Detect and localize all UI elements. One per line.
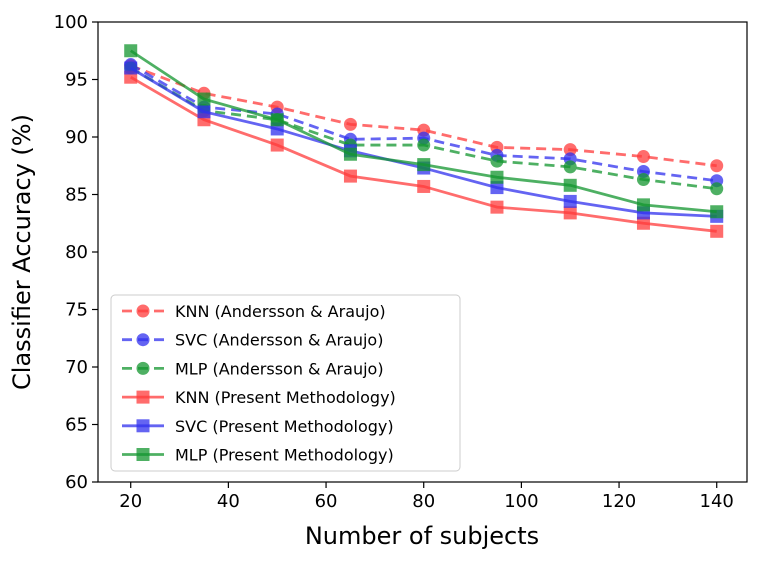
- data-point: [197, 92, 211, 106]
- data-point: [343, 117, 357, 131]
- legend-label: SVC (Present Methodology): [175, 417, 394, 436]
- data-point: [563, 178, 577, 192]
- legend-item: SVC (Andersson & Araujo): [122, 331, 383, 350]
- axis-ticks: 20 40 60 80 100 120 140 60 65 70 75 80 85 90 95 100: [54, 12, 734, 512]
- x-tick-label: 120: [602, 491, 636, 512]
- data-point: [563, 194, 577, 208]
- legend-item: KNN (Andersson & Araujo): [122, 302, 386, 321]
- legend-marker: [136, 304, 150, 318]
- legend-marker: [136, 333, 150, 347]
- data-point: [343, 147, 357, 161]
- series-line: [130, 75, 717, 233]
- legend-marker: [136, 448, 150, 461]
- y-tick-label: 60: [65, 472, 88, 493]
- data-point: [710, 182, 724, 196]
- data-point: [417, 179, 431, 193]
- x-axis-label: Number of subjects: [305, 522, 539, 550]
- x-tick-label: 80: [412, 491, 435, 512]
- legend-label: KNN (Present Methodology): [175, 388, 396, 407]
- data-point: [343, 169, 357, 183]
- x-tick-label: 20: [119, 491, 142, 512]
- data-point: [270, 113, 284, 127]
- data-point: [563, 206, 577, 220]
- series-6: [124, 44, 724, 219]
- x-tick-label: 140: [700, 491, 734, 512]
- data-point: [710, 205, 724, 219]
- x-tick-label: 100: [504, 491, 538, 512]
- data-point: [124, 44, 138, 58]
- data-point: [490, 200, 504, 214]
- legend-label: MLP (Present Methodology): [175, 446, 394, 465]
- y-tick-label: 65: [65, 415, 88, 436]
- series-1: [124, 59, 724, 173]
- data-point: [197, 105, 211, 119]
- legend-marker: [136, 419, 150, 433]
- legend-box: [110, 294, 461, 472]
- data-point: [636, 198, 650, 212]
- data-point: [490, 154, 504, 168]
- plot-marks: [124, 44, 724, 238]
- y-tick-label: 80: [65, 242, 88, 263]
- data-point: [636, 216, 650, 230]
- legend-label: SVC (Andersson & Araujo): [175, 331, 383, 350]
- data-point: [636, 173, 650, 187]
- legend-marker: [136, 390, 150, 404]
- y-tick-label: 95: [65, 70, 88, 91]
- y-tick-label: 70: [65, 357, 88, 378]
- legend-label: KNN (Andersson & Araujo): [175, 302, 386, 321]
- data-point: [710, 224, 724, 238]
- legend-item: MLP (Andersson & Araujo): [122, 359, 384, 378]
- x-tick-label: 60: [315, 491, 338, 512]
- data-point: [563, 143, 577, 157]
- y-tick-label: 75: [65, 300, 88, 321]
- data-point: [490, 181, 504, 195]
- legend-item: KNN (Present Methodology): [122, 388, 396, 407]
- legend: KNN (Andersson & Araujo) SVC (Andersson &…: [110, 294, 461, 472]
- data-point: [563, 160, 577, 174]
- data-point: [417, 158, 431, 172]
- legend-marker: [136, 361, 150, 375]
- series-line: [130, 64, 717, 168]
- legend-label: MLP (Andersson & Araujo): [175, 359, 384, 378]
- y-axis-label: Classifier Accuracy (%): [8, 114, 36, 390]
- legend-item: MLP (Present Methodology): [122, 446, 394, 465]
- y-tick-label: 100: [54, 12, 88, 33]
- data-point: [636, 150, 650, 164]
- data-point: [417, 138, 431, 152]
- x-tick-label: 40: [217, 491, 240, 512]
- legend-item: SVC (Present Methodology): [122, 417, 394, 436]
- data-point: [710, 159, 724, 173]
- y-tick-label: 90: [65, 127, 88, 148]
- data-point: [124, 61, 138, 75]
- data-point: [270, 138, 284, 152]
- data-point: [490, 170, 504, 184]
- y-tick-label: 85: [65, 185, 88, 206]
